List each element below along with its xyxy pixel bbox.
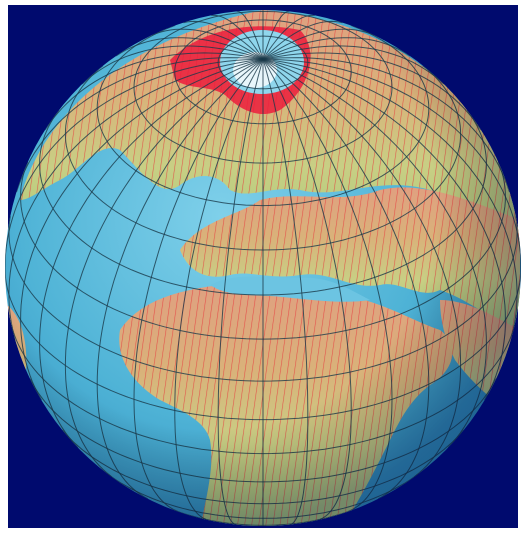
globe-shading <box>5 10 521 526</box>
